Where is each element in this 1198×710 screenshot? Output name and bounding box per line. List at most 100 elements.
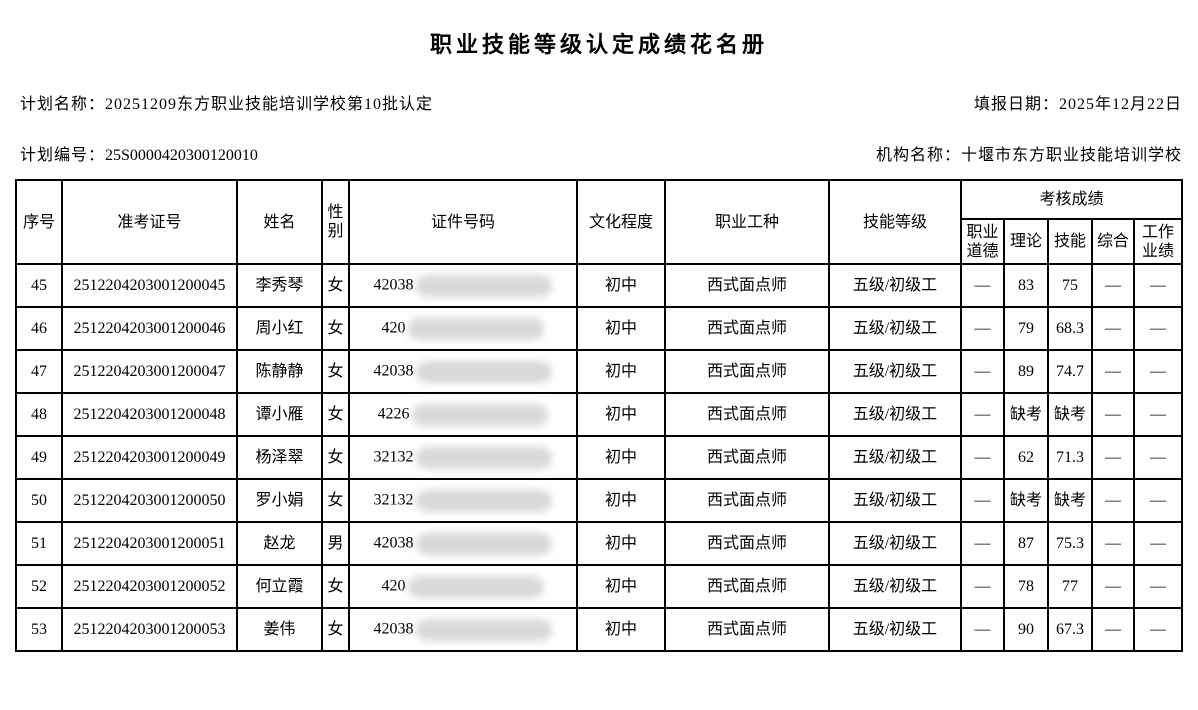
skill-level-cell: 五级/初级工 bbox=[827, 521, 962, 567]
skill-score-cell: 77 bbox=[1046, 564, 1093, 610]
morality-score-cell: — bbox=[959, 435, 1005, 481]
admission-no-cell: 2512204203001200050 bbox=[60, 478, 238, 524]
id-number-prefix: 42038 bbox=[373, 620, 414, 638]
org-name-value: 十堰市东方职业技能培训学校 bbox=[960, 147, 1182, 165]
id-cell: 420 bbox=[347, 306, 578, 352]
redacted-id-blur bbox=[416, 274, 553, 297]
education-cell: 初中 bbox=[575, 521, 666, 567]
education-cell: 初中 bbox=[575, 263, 666, 309]
header-skill-level: 技能等级 bbox=[827, 179, 962, 266]
name-cell: 罗小娟 bbox=[235, 478, 323, 524]
score-table: 序号 准考证号 姓名 性别 证件号码 文化程度 职业工种 技能等级 考核成绩 职… bbox=[14, 179, 1184, 653]
admission-no-cell: 2512204203001200053 bbox=[60, 607, 238, 653]
seq-cell: 49 bbox=[14, 435, 63, 481]
id-number-prefix: 32132 bbox=[373, 448, 414, 466]
plan-name-label: 计划名称： bbox=[20, 96, 106, 114]
seq-cell: 51 bbox=[14, 521, 63, 567]
header-work: 工作业绩 bbox=[1132, 218, 1184, 266]
table-row: 52 2512204203001200052 何立霞女 420 初中 西式面点师 五级/初级… bbox=[14, 564, 1184, 610]
header-name: 姓名 bbox=[235, 179, 323, 266]
work-score-cell: — bbox=[1132, 564, 1184, 610]
occupation-cell: 西式面点师 bbox=[663, 349, 830, 395]
gender-cell: 女 bbox=[320, 263, 350, 309]
morality-score-cell: — bbox=[959, 392, 1005, 438]
skill-score-cell: 68.3 bbox=[1046, 306, 1093, 352]
occupation-cell: 西式面点师 bbox=[663, 306, 830, 352]
comprehensive-score-cell: — bbox=[1090, 478, 1135, 524]
header-gender: 性别 bbox=[320, 179, 350, 266]
theory-score-cell: 89 bbox=[1002, 349, 1049, 395]
name-cell: 李秀琴 bbox=[235, 263, 323, 309]
fill-date-label: 填报日期： bbox=[973, 96, 1059, 114]
theory-score-cell: 87 bbox=[1002, 521, 1049, 567]
skill-score-cell: 缺考 bbox=[1046, 392, 1093, 438]
plan-code: 计划编号：25S0000420300120010 bbox=[20, 141, 258, 165]
id-cell: 42038 bbox=[347, 263, 578, 309]
table-row: 45 2512204203001200045 李秀琴女 42038 初中 西式面点师 五级/… bbox=[14, 263, 1184, 309]
admission-no-cell: 2512204203001200048 bbox=[60, 392, 238, 438]
seq-cell: 50 bbox=[14, 478, 63, 524]
admission-no-cell: 2512204203001200046 bbox=[60, 306, 238, 352]
plan-name-value: 20251209东方职业技能培训学校第10批认定 bbox=[105, 96, 434, 114]
meta-row-2: 计划编号：25S0000420300120010 机构名称：十堰市东方职业技能培… bbox=[0, 141, 1198, 165]
skill-score-cell: 缺考 bbox=[1046, 478, 1093, 524]
gender-cell: 女 bbox=[320, 349, 350, 395]
redacted-id-blur bbox=[412, 403, 549, 426]
comprehensive-score-cell: — bbox=[1090, 435, 1135, 481]
occupation-cell: 西式面点师 bbox=[663, 392, 830, 438]
theory-score-cell: 90 bbox=[1002, 607, 1049, 653]
id-number-prefix: 32132 bbox=[373, 491, 414, 509]
header-seq: 序号 bbox=[14, 179, 63, 266]
occupation-cell: 西式面点师 bbox=[663, 435, 830, 481]
education-cell: 初中 bbox=[575, 607, 666, 653]
skill-score-cell: 67.3 bbox=[1046, 607, 1093, 653]
table-body: 45 2512204203001200045 李秀琴女 42038 初中 西式面点师 五级/… bbox=[14, 263, 1184, 653]
theory-score-cell: 缺考 bbox=[1002, 392, 1049, 438]
admission-no-cell: 2512204203001200052 bbox=[60, 564, 238, 610]
id-cell: 32132 bbox=[347, 435, 578, 481]
header-score-group: 考核成绩 bbox=[959, 179, 1184, 221]
comprehensive-score-cell: — bbox=[1090, 306, 1135, 352]
work-score-cell: — bbox=[1132, 607, 1184, 653]
id-cell: 42038 bbox=[347, 607, 578, 653]
redacted-id-blur bbox=[416, 489, 553, 512]
redacted-id-blur bbox=[416, 618, 553, 641]
table-row: 50 2512204203001200050 罗小娟女 32132 初中 西式面点师 五级/… bbox=[14, 478, 1184, 524]
comprehensive-score-cell: — bbox=[1090, 349, 1135, 395]
table-row: 53 2512204203001200053 姜伟女 42038 初中 西式面点师 五级/初… bbox=[14, 607, 1184, 653]
gender-cell: 女 bbox=[320, 607, 350, 653]
education-cell: 初中 bbox=[575, 478, 666, 524]
id-cell: 42038 bbox=[347, 521, 578, 567]
skill-level-cell: 五级/初级工 bbox=[827, 392, 962, 438]
name-cell: 杨泽翠 bbox=[235, 435, 323, 481]
redacted-id-blur bbox=[416, 360, 553, 383]
education-cell: 初中 bbox=[575, 564, 666, 610]
header-skill: 技能 bbox=[1046, 218, 1093, 266]
table-row: 47 2512204203001200047 陈静静女 42038 初中 西式面点师 五级/… bbox=[14, 349, 1184, 395]
gender-cell: 女 bbox=[320, 392, 350, 438]
morality-score-cell: — bbox=[959, 349, 1005, 395]
fill-date-value: 2025年12月22日 bbox=[1058, 96, 1182, 114]
gender-cell: 女 bbox=[320, 564, 350, 610]
table-row: 48 2512204203001200048 谭小雁女 4226 初中 西式面点师 五级/初… bbox=[14, 392, 1184, 438]
header-admission-no: 准考证号 bbox=[60, 179, 238, 266]
skill-level-cell: 五级/初级工 bbox=[827, 263, 962, 309]
redacted-id-blur bbox=[408, 575, 545, 598]
occupation-cell: 西式面点师 bbox=[663, 607, 830, 653]
gender-cell: 男 bbox=[320, 521, 350, 567]
comprehensive-score-cell: — bbox=[1090, 263, 1135, 309]
id-number-prefix: 42038 bbox=[373, 534, 414, 552]
page-title: 职业技能等级认定成绩花名册 bbox=[429, 32, 768, 57]
morality-score-cell: — bbox=[959, 607, 1005, 653]
gender-cell: 女 bbox=[320, 435, 350, 481]
gender-cell: 女 bbox=[320, 306, 350, 352]
seq-cell: 46 bbox=[14, 306, 63, 352]
occupation-cell: 西式面点师 bbox=[663, 263, 830, 309]
table-header: 序号 准考证号 姓名 性别 证件号码 文化程度 职业工种 技能等级 考核成绩 职… bbox=[14, 179, 1184, 266]
score-roster-document: 职业技能等级认定成绩花名册 计划名称：20251209东方职业技能培训学校第10… bbox=[0, 32, 1198, 653]
name-cell: 姜伟 bbox=[235, 607, 323, 653]
header-row-sub: 职业道德 理论 技能 综合 工作业绩 bbox=[16, 218, 1184, 266]
redacted-id-blur bbox=[416, 446, 553, 469]
morality-score-cell: — bbox=[959, 306, 1005, 352]
morality-score-cell: — bbox=[959, 564, 1005, 610]
